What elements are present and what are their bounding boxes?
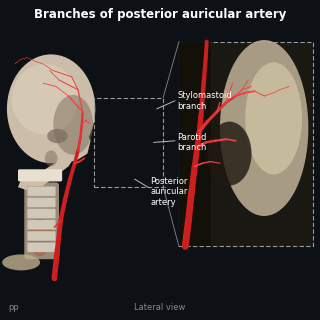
- FancyBboxPatch shape: [27, 197, 56, 207]
- Polygon shape: [65, 134, 91, 162]
- Polygon shape: [18, 150, 75, 190]
- Bar: [179, 42, 313, 246]
- Ellipse shape: [12, 64, 78, 134]
- Ellipse shape: [45, 150, 57, 166]
- FancyBboxPatch shape: [18, 169, 62, 181]
- Ellipse shape: [53, 95, 93, 155]
- FancyBboxPatch shape: [27, 209, 56, 219]
- Text: Parotid
branch: Parotid branch: [177, 132, 207, 152]
- FancyBboxPatch shape: [27, 231, 56, 241]
- Text: Branches of posterior auricular artery: Branches of posterior auricular artery: [34, 8, 286, 21]
- Text: Stylomastoid
branch: Stylomastoid branch: [177, 91, 232, 111]
- Ellipse shape: [245, 62, 302, 174]
- Bar: [2, 19, 182, 301]
- Ellipse shape: [220, 40, 308, 216]
- Bar: [94, 98, 163, 187]
- Ellipse shape: [7, 54, 95, 163]
- FancyBboxPatch shape: [179, 42, 211, 246]
- FancyBboxPatch shape: [27, 220, 56, 230]
- Text: pp: pp: [9, 303, 19, 312]
- Text: Posterior
auricular
artery: Posterior auricular artery: [150, 177, 188, 207]
- Ellipse shape: [207, 122, 252, 186]
- FancyBboxPatch shape: [27, 242, 56, 252]
- FancyBboxPatch shape: [24, 182, 59, 259]
- FancyBboxPatch shape: [27, 186, 56, 196]
- Text: Lateral view: Lateral view: [134, 303, 186, 312]
- Ellipse shape: [28, 218, 53, 256]
- Ellipse shape: [47, 129, 68, 143]
- Ellipse shape: [2, 254, 40, 270]
